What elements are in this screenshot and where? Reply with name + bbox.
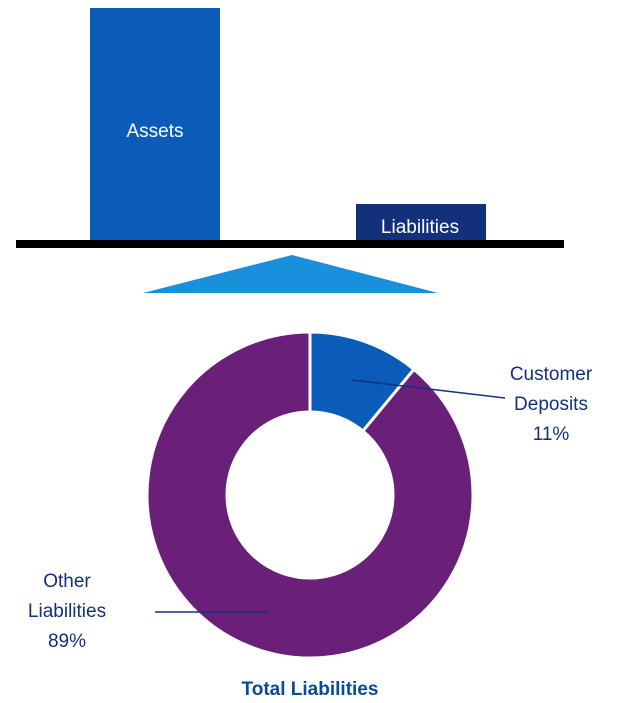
chart-title: Total Liabilities [242, 679, 379, 700]
value-label: 89% [47, 631, 87, 652]
category-label: Customer Deposits [509, 364, 593, 415]
assets-block [90, 8, 220, 243]
scale-fulcrum [143, 255, 438, 293]
category-label: Other Liabilities [27, 571, 107, 622]
scale-beam [16, 240, 564, 248]
donut-slice [145, 330, 475, 660]
liabilities-block [356, 204, 486, 243]
leader-line [351, 379, 506, 399]
assets-label: Assets [126, 121, 183, 142]
value-label: 11% [532, 424, 570, 445]
liabilities-label: Liabilities [381, 217, 459, 238]
